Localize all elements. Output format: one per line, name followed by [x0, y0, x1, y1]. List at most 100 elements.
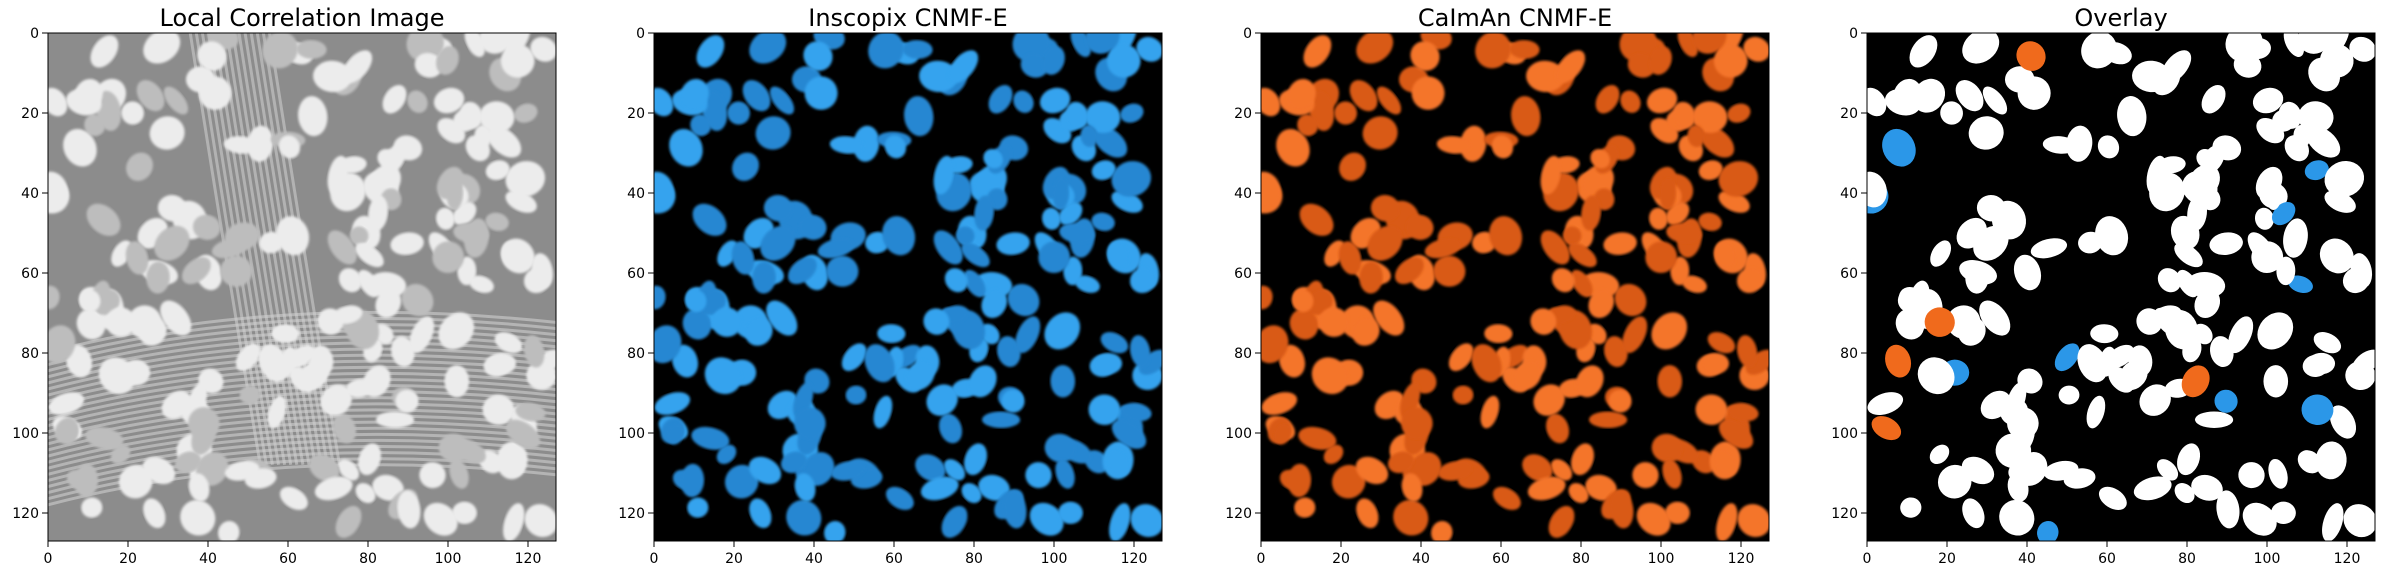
cell-blob: [1001, 389, 1025, 413]
cell-blob: [2017, 76, 2051, 110]
cell-blob: [1512, 360, 1542, 391]
cell-blob: [1913, 289, 1939, 316]
x-tick-label: 100: [1041, 551, 1068, 567]
cell-blob: [1452, 385, 1474, 405]
cell-blob: [1003, 490, 1027, 529]
cell-blob: [258, 344, 289, 383]
cell-blob: [654, 392, 691, 415]
cell-blob: [1965, 261, 1989, 294]
cell-blob: [1632, 462, 1659, 489]
cell-blob: [1489, 216, 1523, 256]
x-tick-label: 60: [885, 551, 903, 567]
cell-blob: [941, 505, 968, 538]
cell-blob: [1261, 325, 1289, 364]
cell-blob: [654, 325, 682, 364]
cell-blob: [1526, 60, 1565, 93]
cell-blob: [2288, 275, 2313, 293]
cell-blob: [752, 261, 776, 294]
cell-blob: [1737, 504, 1769, 538]
cell-blob: [1588, 411, 1628, 428]
cell-blob: [1603, 232, 1637, 255]
cell-blob: [682, 308, 712, 340]
cell-blob: [885, 486, 914, 510]
cell-blob: [964, 443, 988, 476]
cell-blob: [1570, 269, 1593, 298]
cell-blob: [1973, 225, 2009, 261]
cell-blob: [731, 241, 755, 275]
cell-blob: [1651, 433, 1683, 463]
cell-blob: [1093, 126, 1128, 158]
cell-blob: [1334, 101, 1357, 125]
cell-blob: [1484, 324, 1513, 344]
y-tick-label: 20: [1840, 106, 1858, 122]
cell-blob: [446, 177, 464, 210]
x-tick-label: 40: [199, 551, 217, 567]
cell-blob: [1682, 275, 1707, 293]
cell-blob: [868, 33, 904, 69]
cell-blob: [2228, 316, 2254, 354]
y-tick-label: 60: [1234, 266, 1252, 282]
cell-blob: [192, 214, 221, 240]
cell-blob: [1405, 214, 1434, 240]
cell-blob: [66, 344, 93, 378]
cell-blob: [85, 426, 124, 450]
cell-blob: [1701, 352, 1730, 375]
cell-blob: [920, 476, 959, 501]
cell-blob: [1050, 365, 1076, 398]
panel-title: Overlay: [2074, 4, 2167, 32]
y-tick-label: 80: [1234, 346, 1252, 362]
cell-blob: [1359, 261, 1383, 294]
cell-blob: [74, 78, 103, 111]
cell-blob: [2263, 365, 2289, 398]
cell-blob: [1590, 149, 1610, 169]
cell-blob: [163, 86, 189, 115]
cell-blob: [877, 324, 906, 344]
x-tick-label: 60: [2098, 551, 2116, 567]
cell-blob: [824, 520, 846, 541]
cell-blob: [1424, 238, 1462, 259]
cell-blob: [94, 289, 120, 316]
x-tick-label: 40: [1412, 551, 1430, 567]
cell-blob: [267, 395, 287, 429]
cell-blob: [515, 402, 546, 422]
cell-blob: [983, 149, 1003, 169]
cell-blob: [1659, 177, 1677, 210]
cell-blob: [1893, 78, 1922, 111]
cell-blob: [817, 238, 855, 259]
cell-blob: [125, 241, 149, 275]
cell-blob: [1401, 407, 1433, 440]
cell-blob: [968, 365, 997, 398]
cell-blob: [1298, 426, 1337, 450]
cell-blob: [1038, 241, 1071, 274]
x-tick-label: 0: [44, 551, 53, 567]
cell-blob: [1436, 136, 1472, 154]
cell-blob: [926, 384, 958, 416]
cell-blob: [845, 385, 867, 405]
cell-blob: [2098, 486, 2127, 511]
cell-blob: [1651, 312, 1688, 350]
cell-blob: [2136, 308, 2163, 335]
cell-blob: [1548, 505, 1575, 538]
cell-blob: [2238, 462, 2265, 489]
cell-blob: [239, 385, 261, 405]
cell-blob: [377, 149, 397, 169]
cell-blob: [1718, 419, 1754, 449]
cell-blob: [146, 261, 170, 294]
cell-blob: [279, 486, 308, 510]
cell-blob: [905, 360, 935, 391]
cell-blob: [919, 60, 958, 93]
cell-blob: [2268, 458, 2288, 489]
cell-blob: [86, 203, 121, 236]
cell-blob: [524, 504, 556, 538]
cell-blob: [1716, 503, 1738, 541]
cell-blob: [235, 343, 261, 372]
x-tick-label: 0: [1257, 551, 1266, 567]
cell-blob: [1962, 498, 1985, 529]
cell-blob: [1012, 33, 1050, 63]
cell-blob: [2214, 389, 2238, 413]
cell-blob: [691, 426, 730, 450]
cell-blob: [2329, 405, 2357, 439]
cell-blob: [1394, 257, 1424, 285]
cell-blob: [2209, 232, 2243, 255]
cell-blob: [409, 316, 435, 354]
